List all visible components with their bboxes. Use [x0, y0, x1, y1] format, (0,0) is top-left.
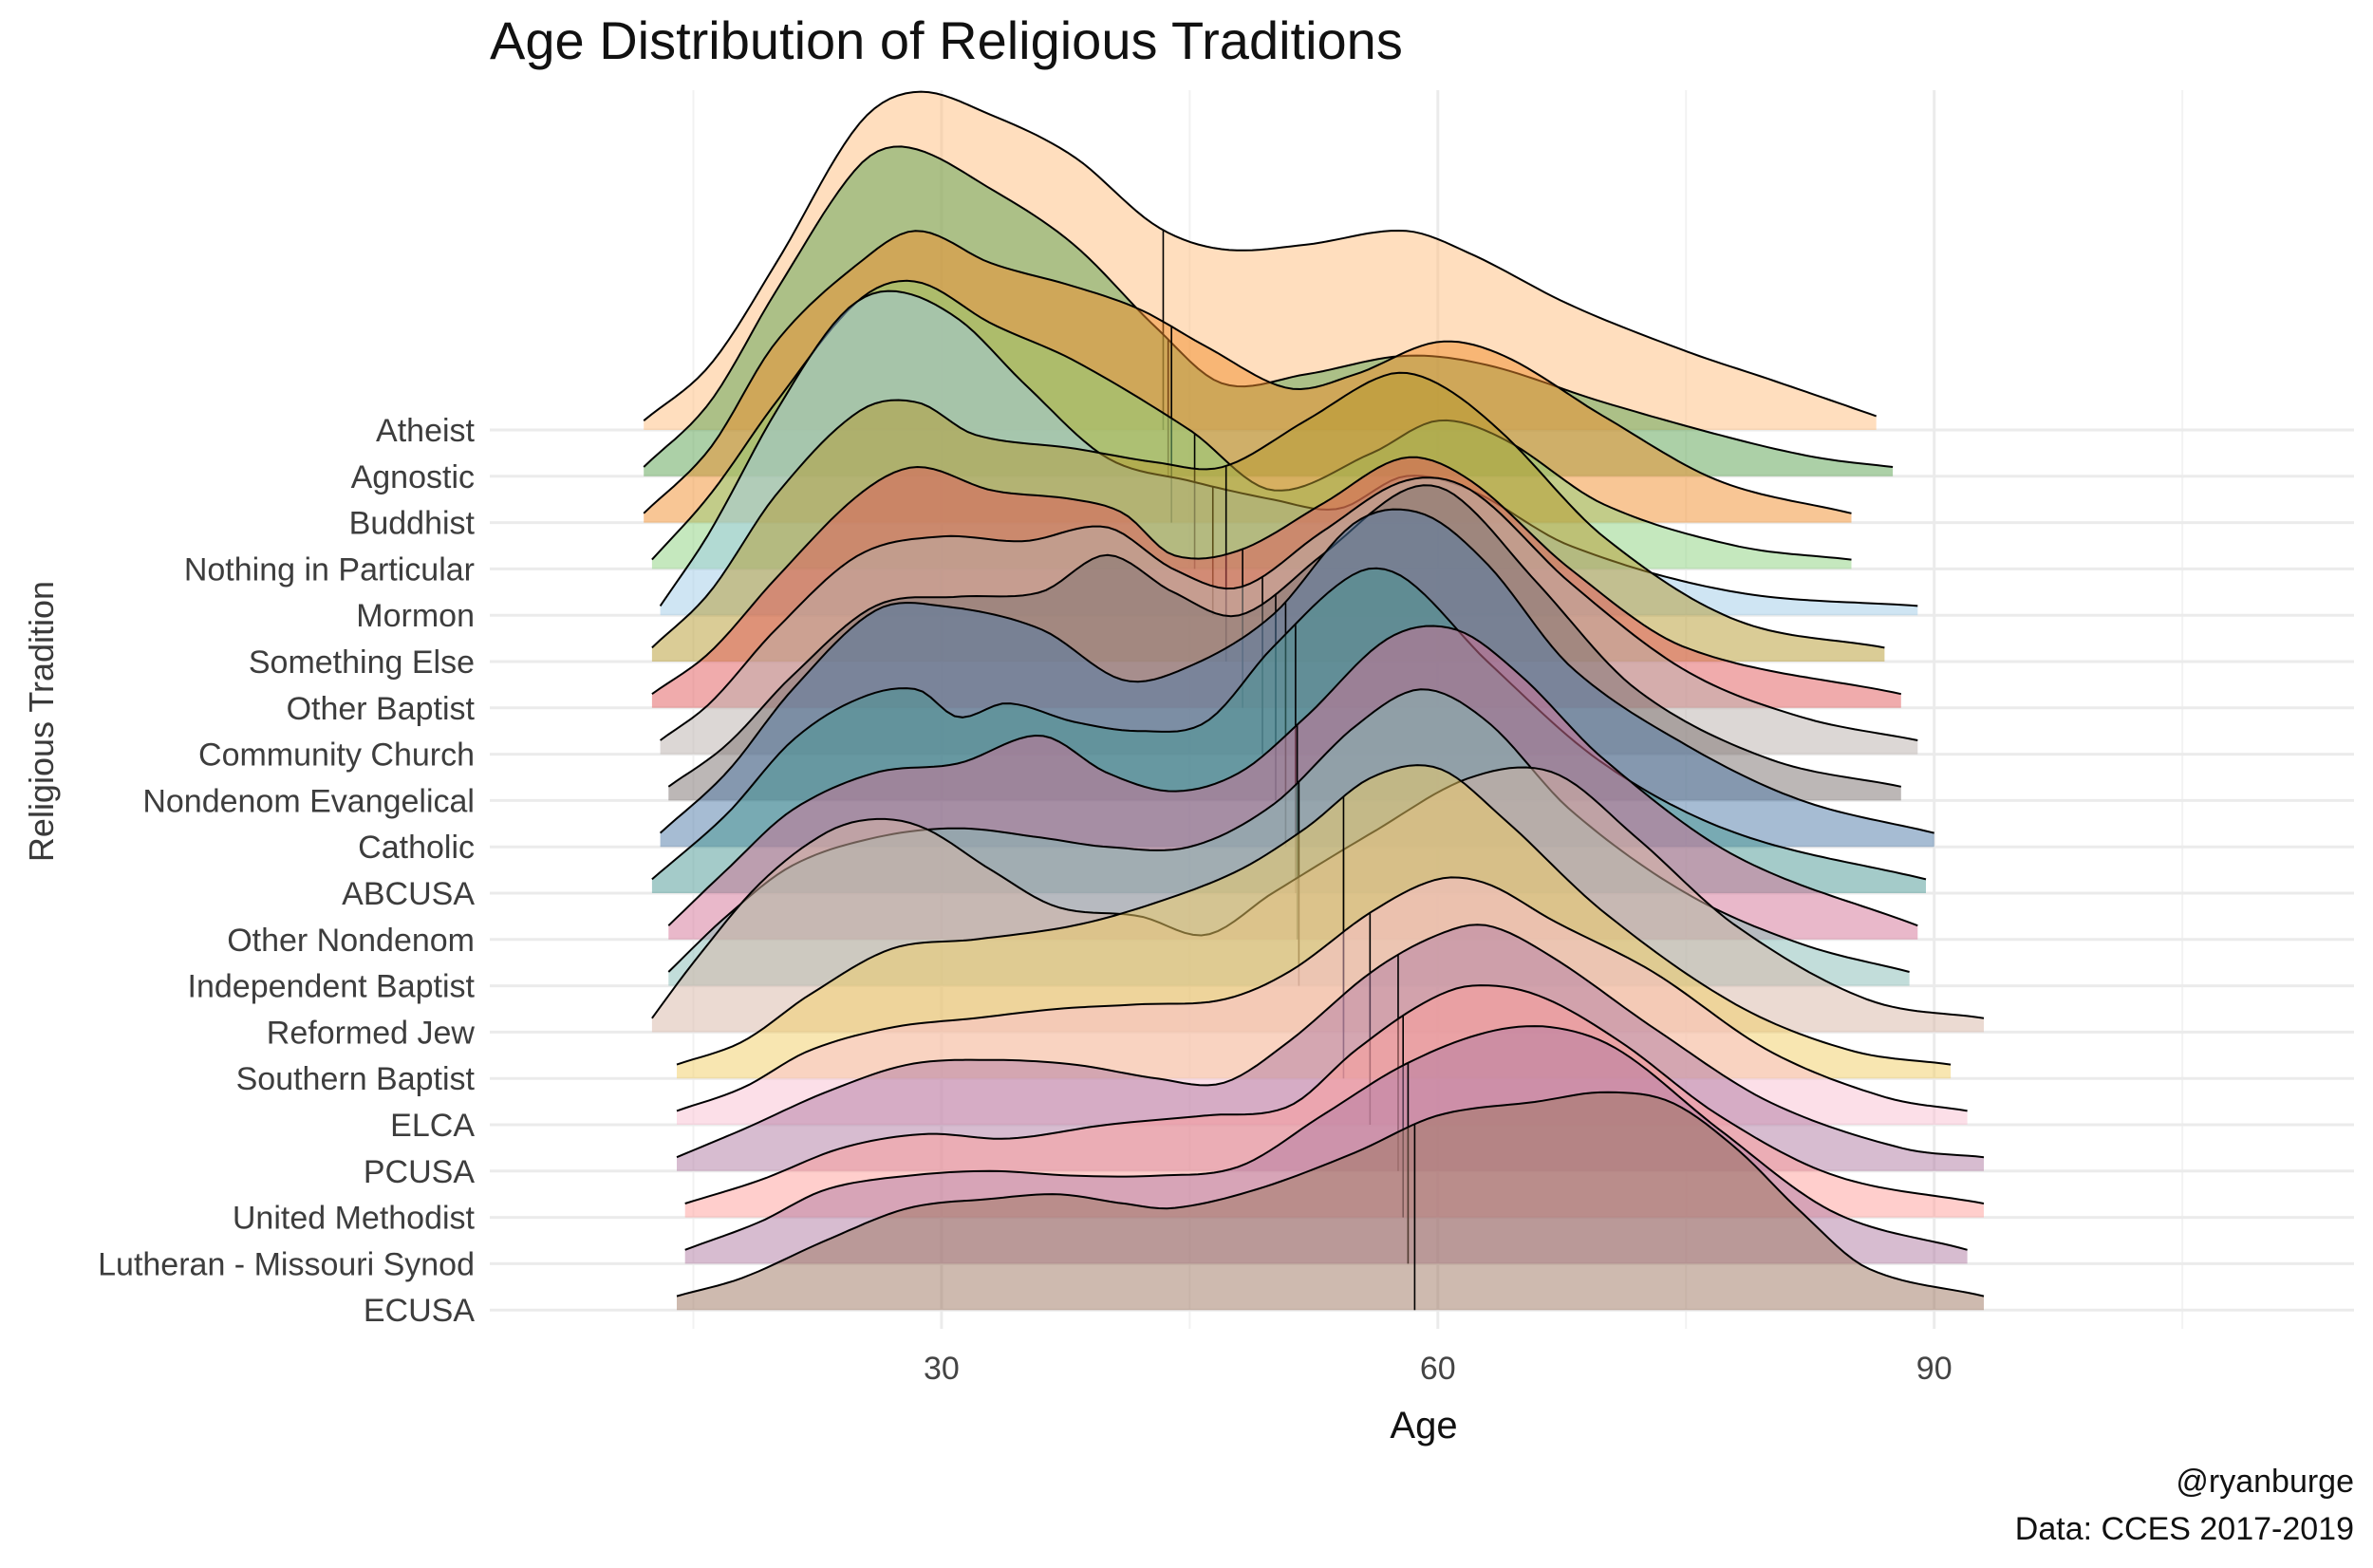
ridge-outline — [651, 567, 1927, 881]
y-tick-label: Reformed Jew — [267, 1015, 476, 1051]
caption-source: Data: CCES 2017-2019 — [2015, 1511, 2354, 1547]
y-tick-label: Catholic — [358, 830, 475, 866]
ridge-outline — [667, 484, 1902, 788]
y-tick-label: United Methodist — [233, 1201, 476, 1237]
ridge-outline — [667, 625, 1918, 927]
ridge-outline — [651, 371, 1885, 649]
x-axis-label: Age — [1390, 1405, 1457, 1447]
x-tick-label: 90 — [1916, 1351, 1953, 1387]
ridges — [643, 90, 1985, 1311]
y-tick-label: Other Nondenom — [227, 923, 475, 959]
y-tick-label: Agnostic — [351, 459, 475, 495]
y-tick-label: Atheist — [376, 413, 475, 449]
y-tick-label: Lutheran - Missouri Synod — [98, 1246, 475, 1282]
y-tick-label: Independent Baptist — [188, 969, 476, 1005]
ridge-outline — [684, 984, 1985, 1204]
y-tick-label: PCUSA — [364, 1154, 475, 1190]
ridge-outline — [676, 876, 1968, 1112]
caption-author: @ryanburge — [2176, 1464, 2354, 1500]
ridge-outline — [676, 764, 1952, 1066]
ridge-ecusa — [676, 1091, 1985, 1311]
y-tick-label: Community Church — [198, 737, 475, 774]
y-tick-label: Other Baptist — [287, 691, 476, 727]
chart-title: Age Distribution of Religious Traditions — [490, 10, 1403, 70]
x-tick-label: 60 — [1420, 1351, 1456, 1387]
y-tick-label: Nothing in Particular — [184, 551, 475, 588]
y-axis-label: Religious Tradition — [22, 581, 61, 862]
ridge-fill — [677, 1092, 1984, 1311]
y-tick-label: Buddhist — [349, 506, 476, 542]
y-tick-label: ECUSA — [364, 1293, 475, 1329]
ridge-outline — [659, 508, 1934, 834]
y-tick-label: Nondenom Evangelical — [142, 783, 475, 819]
y-tick-labels: Atheist Agnostic Buddhist Nothing in Partic… — [98, 413, 475, 1329]
ridge-outline — [676, 924, 1985, 1159]
y-tick-label: ABCUSA — [342, 876, 475, 912]
y-tick-label: Southern Baptist — [236, 1061, 476, 1097]
ridge-outline — [660, 476, 1918, 741]
ridge-outline — [651, 456, 1902, 696]
ridge-outline — [643, 90, 1878, 421]
x-tick-labels: 30 60 90 — [924, 1351, 1953, 1387]
y-tick-label: Something Else — [249, 644, 475, 681]
x-tick-label: 30 — [924, 1351, 960, 1387]
y-tick-label: Mormon — [356, 598, 475, 634]
y-tick-label: ELCA — [390, 1108, 475, 1144]
ridge-outline — [684, 1025, 1968, 1251]
ridge-outline — [643, 230, 1852, 514]
ridge-outline — [676, 1091, 1985, 1297]
